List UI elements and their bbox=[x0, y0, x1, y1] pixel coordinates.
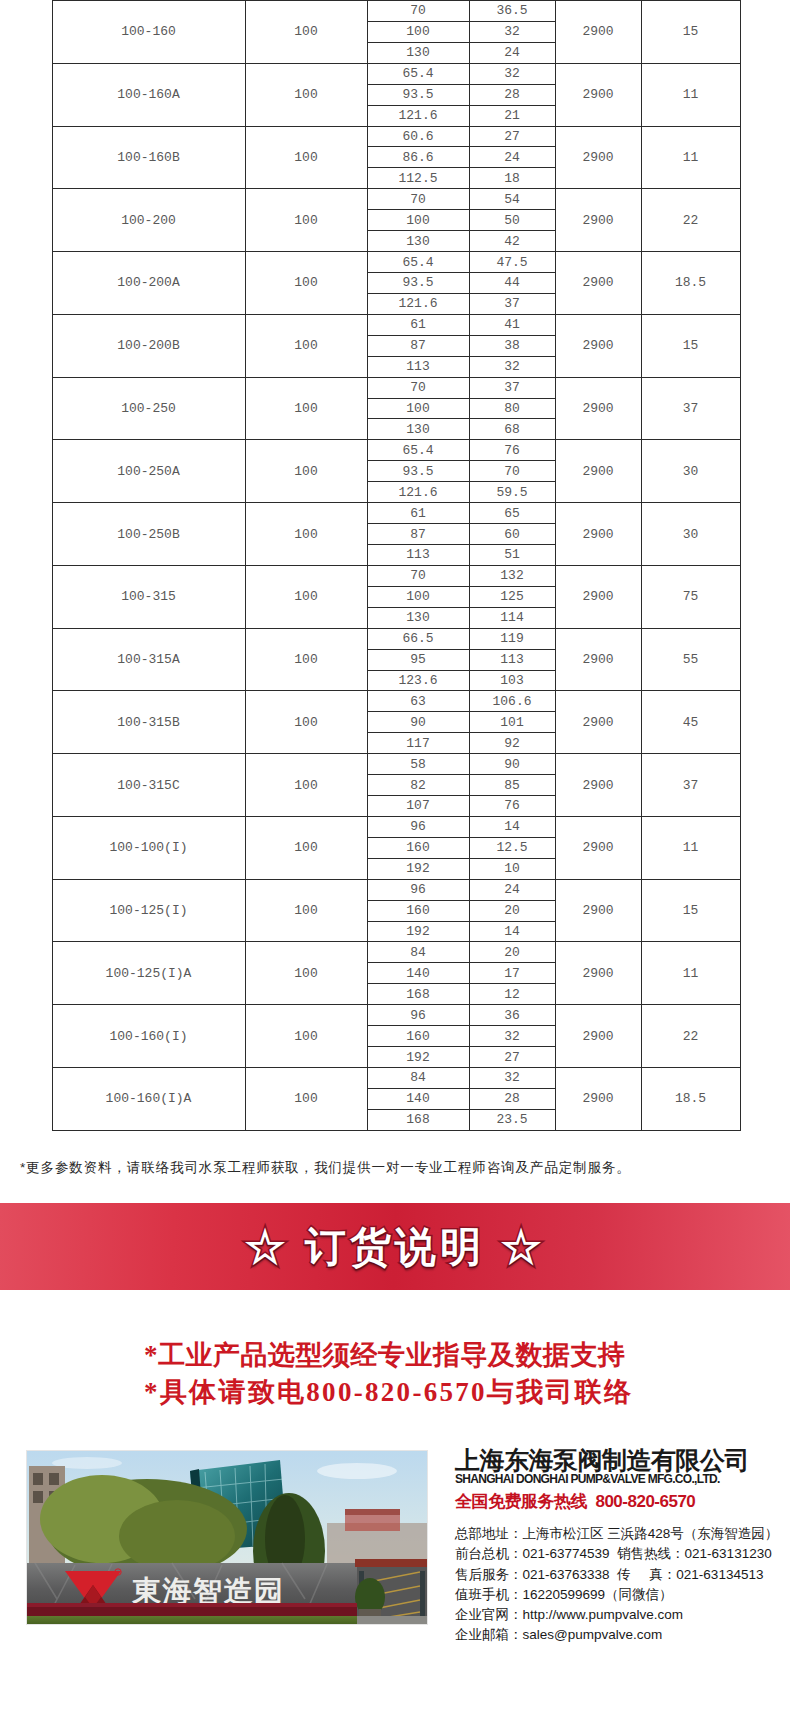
svg-text:東海智造园: 東海智造园 bbox=[131, 1575, 285, 1607]
